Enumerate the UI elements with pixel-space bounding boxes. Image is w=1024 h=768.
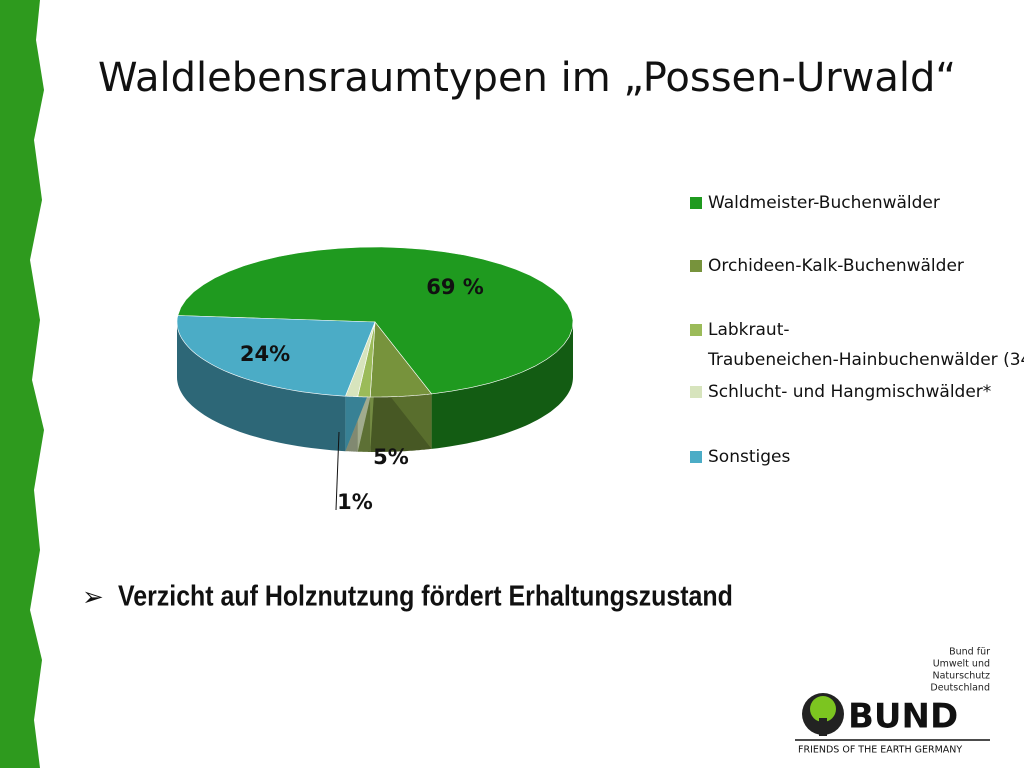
logo-org-line: Naturschutz — [932, 671, 990, 682]
logo-circle — [810, 696, 836, 722]
data-label: 24% — [240, 342, 290, 366]
leader-line — [335, 431, 340, 511]
legend: Waldmeister-Buchenwälder Orchideen-Kalk-B… — [690, 193, 1024, 467]
logo-org-line: Deutschland — [930, 683, 990, 694]
logo: BUND FRIENDS OF THE EARTH GERMANY Bund f… — [795, 647, 990, 756]
data-label: 5% — [373, 445, 409, 469]
bullet-marker: ➢ — [82, 583, 104, 613]
pie-slice — [177, 246, 574, 395]
legend-label: Orchideen-Kalk-Buchenwälder — [708, 256, 964, 276]
pie-slice — [176, 315, 376, 397]
logo-stem — [819, 718, 827, 736]
legend-swatch — [690, 260, 702, 272]
legend-label: Labkraut-Traubeneichen-Hainbuchenwälder … — [707, 320, 1024, 370]
pie-chart: 69 % 5%1% 24% — [176, 246, 574, 514]
legend-swatch — [690, 197, 702, 209]
legend-label: Schlucht- und Hangmischwälder* — [708, 382, 991, 402]
logo-org-line: Umwelt und — [933, 659, 990, 670]
data-label: 69 % — [426, 275, 484, 299]
legend-swatch — [690, 324, 702, 336]
logo-tagline: FRIENDS OF THE EARTH GERMANY — [798, 745, 962, 756]
slide-title: Waldlebensraumtypen im „Possen-Urwald“ — [98, 55, 956, 101]
pie-slice-side — [177, 322, 346, 452]
legend-label: Waldmeister-Buchenwälder — [708, 193, 940, 213]
data-label: 1% — [337, 490, 373, 514]
legend-swatch — [690, 451, 702, 463]
logo-name: BUND — [848, 697, 958, 737]
bullet-text: Verzicht auf Holznutzung fördert Erhaltu… — [118, 580, 733, 612]
legend-swatch — [690, 386, 702, 398]
pie-slice — [369, 321, 433, 398]
legend-label: Sonstiges — [708, 447, 790, 467]
logo-org-line: Bund für — [949, 647, 990, 658]
pie-slice-side — [431, 322, 573, 449]
side-stripe — [0, 0, 44, 768]
